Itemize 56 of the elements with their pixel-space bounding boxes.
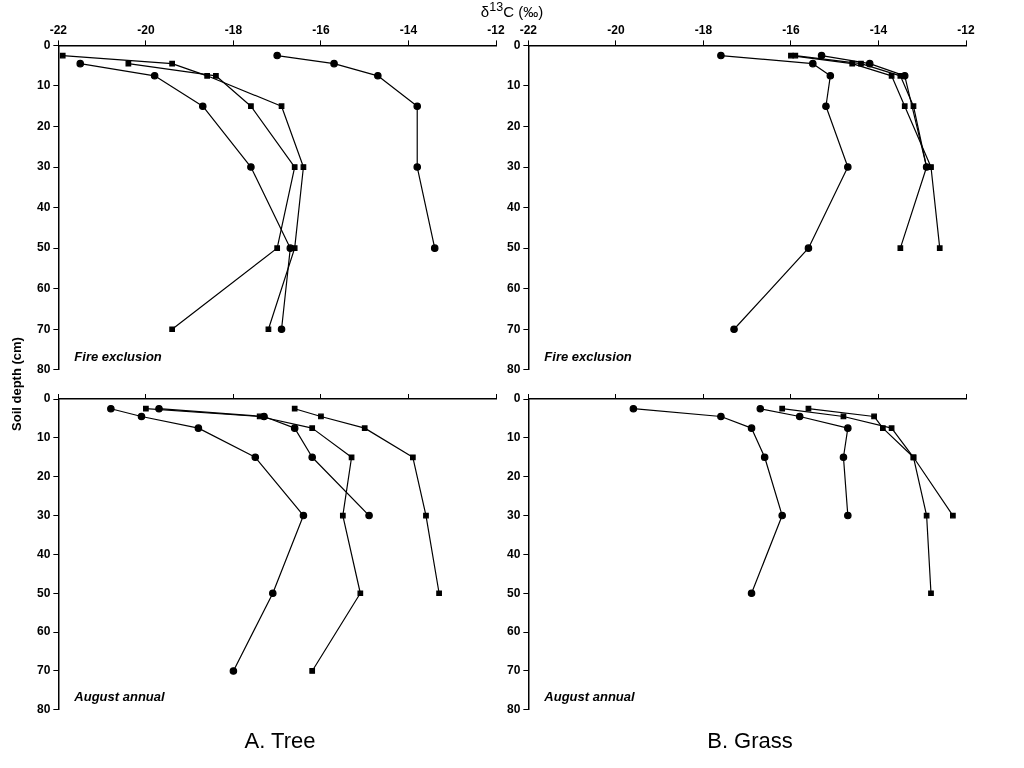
y-tick-label: 0	[513, 37, 521, 52]
y-tick-label: 60	[36, 624, 51, 639]
annotation: Fire exclusion	[544, 348, 632, 364]
x-tick-label: -12	[487, 22, 505, 37]
x-axis-title: δ$^{13}$C (‰)	[480, 0, 544, 20]
y-tick-label: 50	[506, 585, 521, 600]
x-tick-label: -16	[782, 22, 800, 37]
y-tick-label: 10	[506, 430, 521, 445]
y-tick-label: 10	[36, 430, 51, 445]
annotation: August annual	[73, 688, 166, 704]
y-tick-label: 50	[36, 240, 51, 255]
y-tick-label: 60	[506, 281, 521, 296]
x-tick-label: -20	[137, 22, 155, 37]
y-tick-label: 40	[36, 546, 51, 561]
y-tick-label: 0	[513, 391, 521, 406]
y-tick-label: 50	[506, 240, 521, 255]
y-tick-label: 10	[506, 78, 521, 93]
y-tick-label: 70	[506, 321, 521, 336]
x-tick-label: -22	[519, 22, 538, 37]
x-axis-title: A. Tree	[244, 728, 316, 754]
x-tick-label: -14	[399, 22, 418, 37]
x-tick-label: -16	[312, 22, 330, 37]
y-tick-label: 30	[506, 507, 521, 522]
y-tick-label: 60	[506, 624, 521, 639]
y-tick-label: 0	[43, 391, 51, 406]
x-tick-label: -12	[957, 22, 975, 37]
y-tick-label: 40	[506, 199, 521, 214]
y-tick-label: 10	[36, 78, 51, 93]
y-tick-label: 70	[36, 321, 51, 336]
y-tick-label: 20	[506, 469, 521, 484]
y-tick-label: 30	[36, 507, 51, 522]
y-axis-title: Soil depth (cm)	[8, 337, 24, 431]
annotation: Fire exclusion	[74, 348, 162, 364]
x-tick-label: -20	[607, 22, 625, 37]
y-tick-label: 40	[36, 199, 51, 214]
annotation: August annual	[543, 688, 636, 704]
x-axis-title: B. Grass	[707, 728, 793, 754]
y-tick-label: 80	[36, 362, 51, 377]
y-tick-label: 20	[506, 118, 521, 133]
y-tick-label: 20	[36, 469, 51, 484]
y-tick-label: 50	[36, 585, 51, 600]
x-tick-label: -14	[869, 22, 888, 37]
y-tick-label: 0	[43, 37, 51, 52]
x-tick-label: -18	[694, 22, 713, 37]
y-tick-label: 70	[36, 663, 51, 678]
y-tick-label: 70	[506, 663, 521, 678]
y-tick-label: 30	[36, 159, 51, 174]
y-tick-label: 60	[36, 281, 51, 296]
y-tick-label: 30	[506, 159, 521, 174]
y-tick-label: 40	[506, 546, 521, 561]
x-tick-label: -22	[49, 22, 68, 37]
x-tick-label: -18	[224, 22, 243, 37]
y-tick-label: 80	[36, 702, 51, 717]
y-tick-label: 20	[36, 118, 51, 133]
y-tick-label: 80	[506, 362, 521, 377]
y-tick-label: 80	[506, 702, 521, 717]
